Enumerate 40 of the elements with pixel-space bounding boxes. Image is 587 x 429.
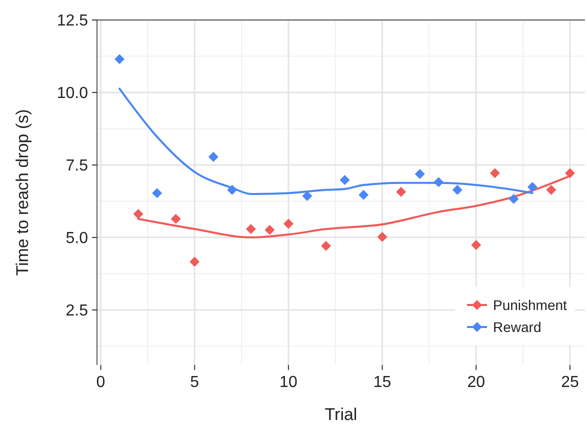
point	[490, 168, 500, 178]
legend-label: Reward	[493, 318, 542, 335]
y-tick-label: 5.0	[66, 230, 88, 248]
x-tick-label: 20	[467, 374, 486, 391]
x-tick-label: 0	[96, 374, 106, 391]
point	[452, 184, 462, 195]
x-tick-label: 10	[280, 374, 298, 391]
point	[546, 184, 556, 195]
point	[133, 208, 144, 219]
point	[527, 182, 538, 192]
legend-label: Punishment	[493, 296, 568, 313]
point	[471, 240, 482, 250]
point	[246, 224, 256, 234]
x-tick-label: 25	[561, 374, 579, 391]
point	[227, 184, 238, 195]
y-tick-label: 12.5	[56, 12, 88, 30]
point	[114, 54, 125, 64]
point	[208, 152, 218, 162]
point	[264, 224, 275, 235]
point	[434, 177, 444, 188]
point	[170, 214, 181, 224]
y-tick-label: 2.5	[66, 302, 88, 320]
point	[358, 190, 369, 200]
point	[564, 168, 575, 178]
point	[414, 168, 425, 179]
x-tick-label: 15	[373, 374, 392, 391]
point	[152, 188, 162, 198]
point	[283, 218, 294, 229]
point	[320, 240, 331, 251]
point	[396, 186, 406, 197]
y-tick-label: 10.0	[56, 85, 88, 102]
point	[340, 175, 350, 186]
point	[190, 256, 200, 267]
y-tick-label: 7.5	[66, 158, 88, 175]
y-axis-title: Time to reach drop (s)	[13, 109, 32, 276]
point	[508, 194, 519, 204]
point	[377, 232, 388, 242]
x-tick-label: 5	[190, 374, 200, 391]
x-axis-title: Trial	[324, 405, 358, 424]
point	[302, 190, 312, 201]
